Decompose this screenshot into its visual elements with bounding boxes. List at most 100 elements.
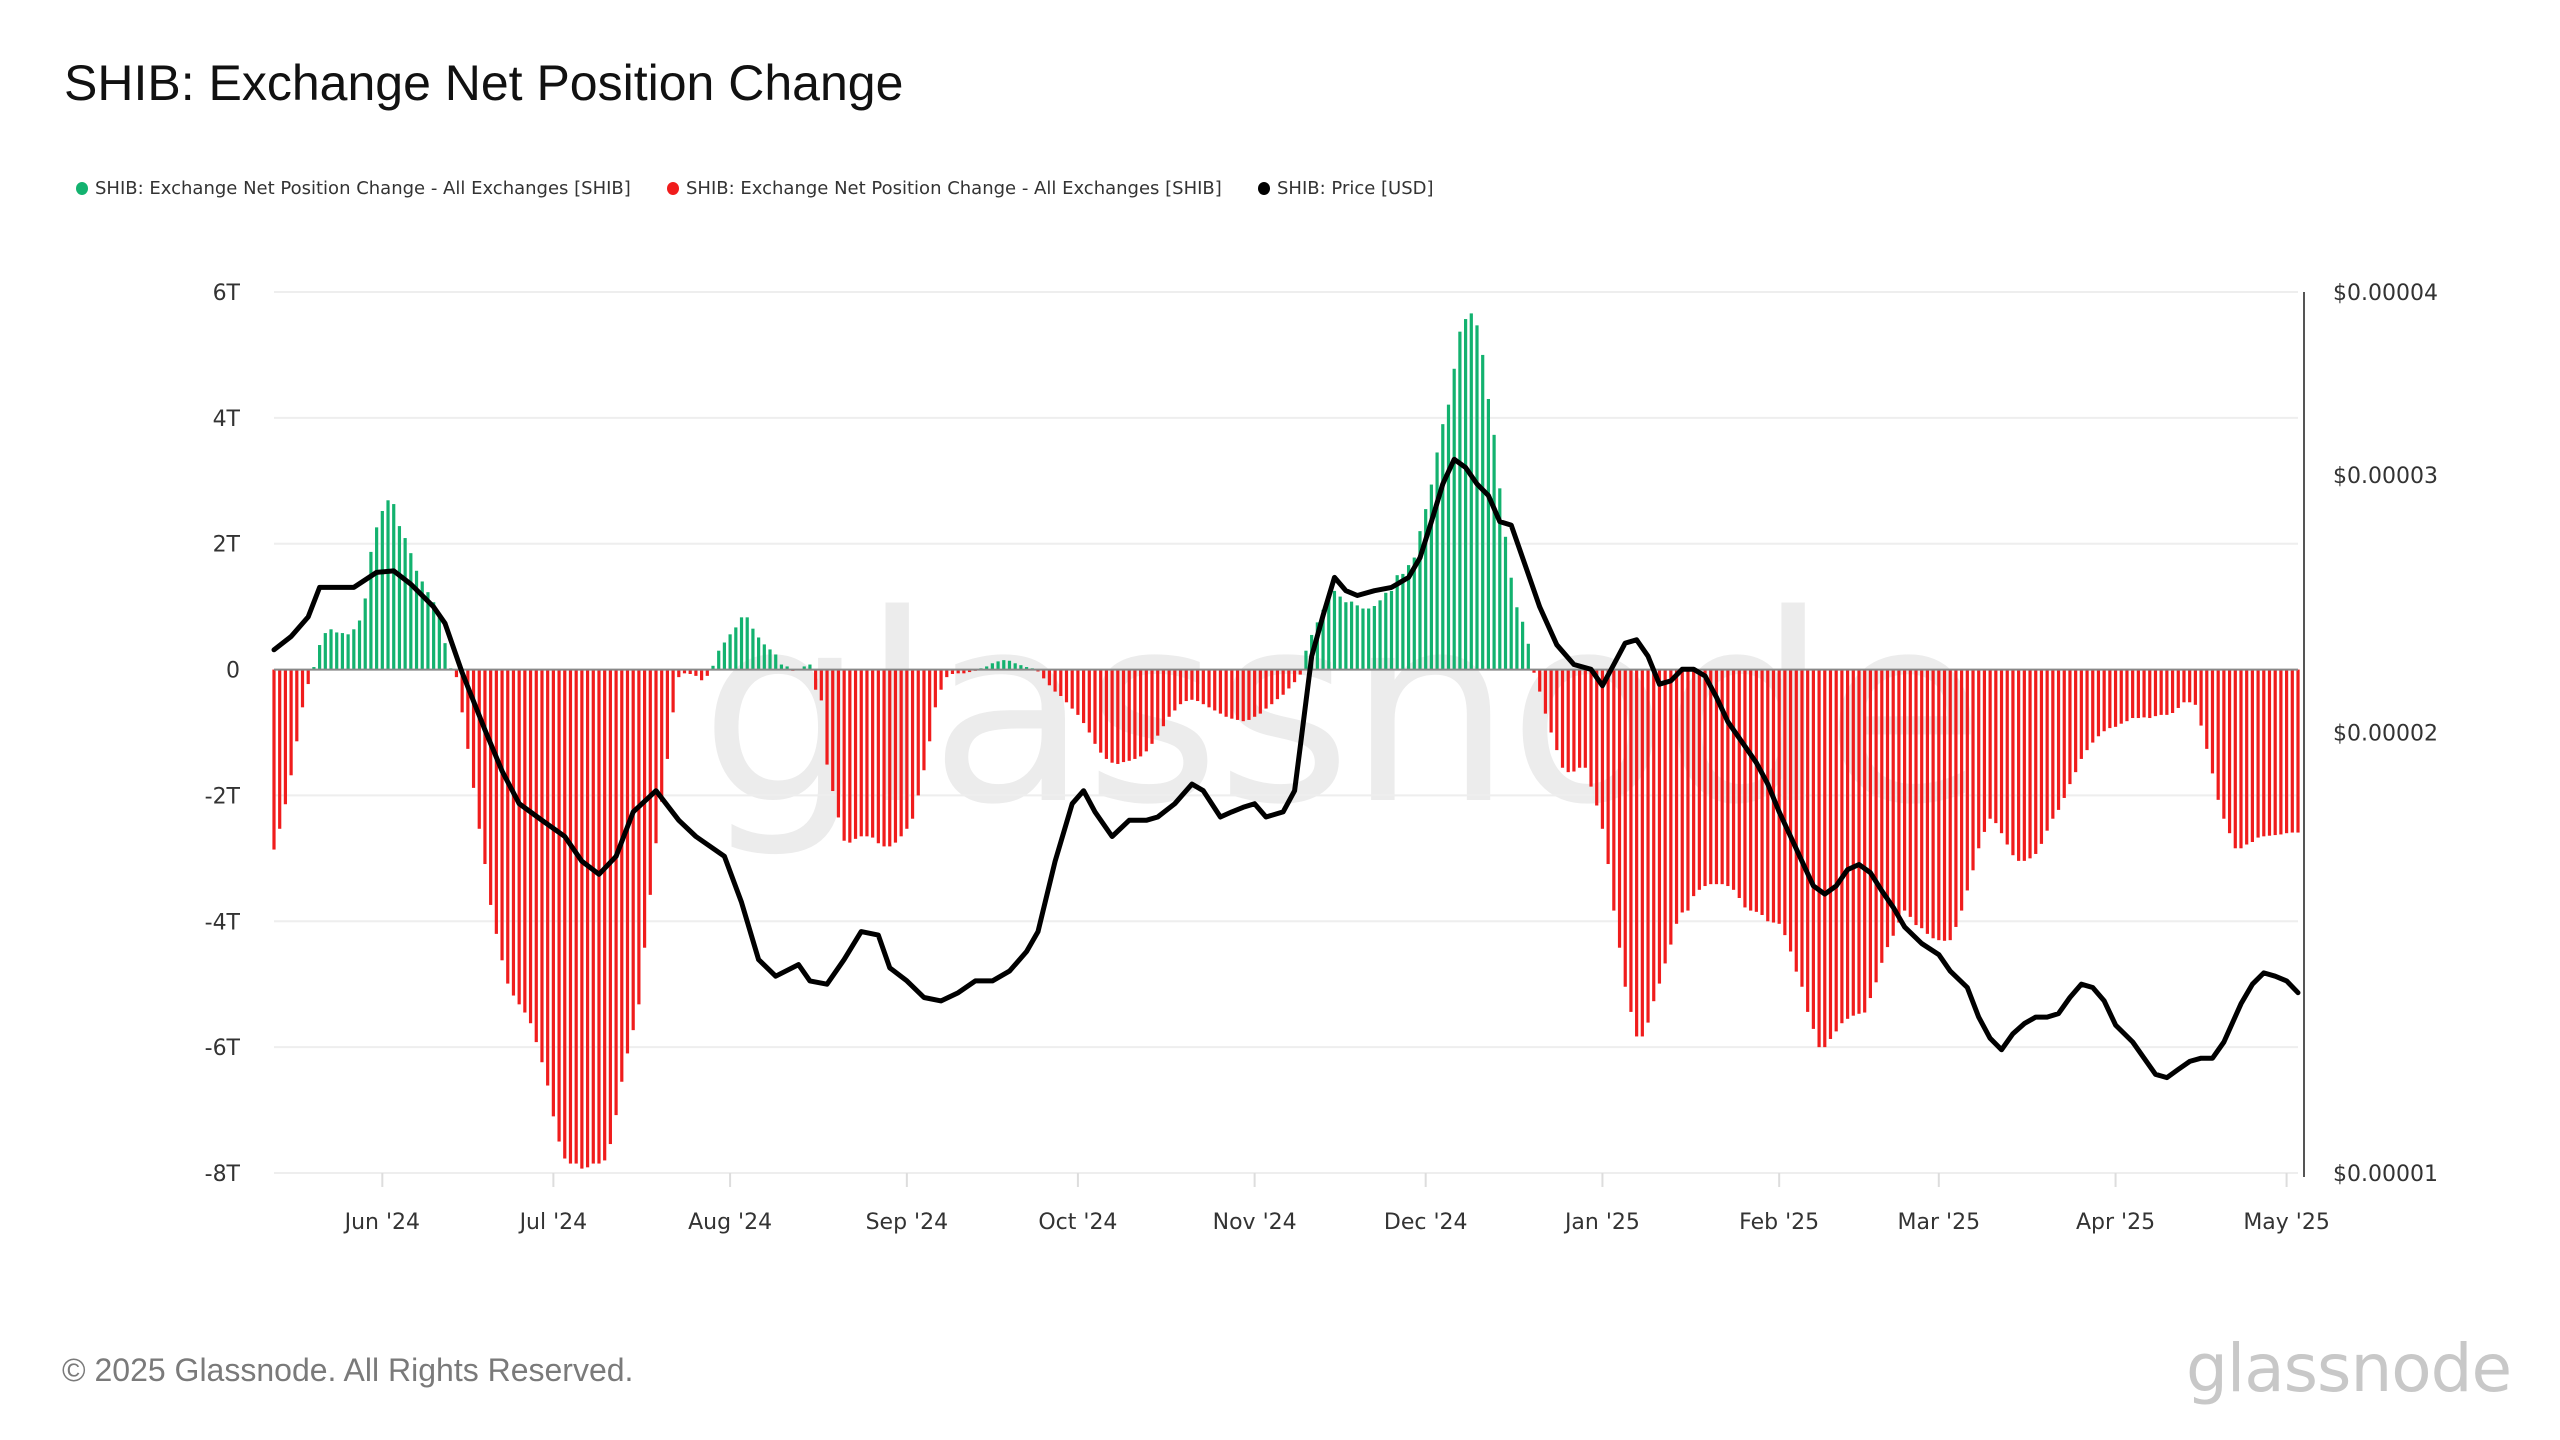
bar-negative (905, 669, 909, 829)
bar-negative (1908, 669, 1912, 917)
bar-positive (802, 666, 806, 670)
legend-item-price[interactable]: SHIB: Price [USD] (1258, 178, 1434, 199)
bar-negative (2205, 669, 2209, 749)
bar-negative (694, 669, 698, 676)
bar-negative (1173, 669, 1177, 711)
bar-negative (2056, 669, 2061, 810)
bar-positive (985, 666, 989, 670)
bar-negative (2045, 669, 2049, 831)
bar-negative (471, 669, 476, 788)
bar-negative (614, 669, 618, 1116)
bar-negative (1178, 669, 1183, 705)
bar-negative (933, 669, 937, 708)
y-left-tick-label: -8T (205, 1162, 241, 1187)
bar-positive (1024, 667, 1029, 670)
bar-negative (2193, 669, 2197, 705)
bar-negative (608, 669, 612, 1145)
bar-positive (1463, 319, 1468, 670)
copyright: © 2025 Glassnode. All Rights Reserved. (62, 1352, 634, 1388)
bar-positive (1315, 622, 1319, 670)
bar-negative (574, 669, 578, 1164)
legend-label: SHIB: Price [USD] (1277, 178, 1434, 199)
right-axis-ticks: $0.00004 $0.00003 $0.00002 $0.00001 (2333, 281, 2438, 1187)
bar-negative (819, 669, 823, 701)
bar-negative (1247, 669, 1251, 720)
bar-positive (1395, 575, 1399, 670)
bar-negative (1116, 669, 1120, 764)
bar-negative (1857, 669, 1861, 1014)
bar-negative (2113, 669, 2118, 727)
bar-negative (2290, 669, 2294, 833)
legend-dot-red-icon (667, 182, 679, 195)
bar-positive (380, 510, 384, 670)
bar-negative (1954, 669, 1958, 927)
bar-negative (603, 669, 607, 1161)
bar-negative (1042, 669, 1046, 679)
bar-negative (1674, 669, 1679, 924)
bar-positive (1019, 665, 1023, 670)
x-tick-label: Dec '24 (1384, 1210, 1468, 1235)
bar-positive (739, 617, 744, 670)
bar-negative (825, 669, 829, 765)
bar-negative (2096, 669, 2101, 737)
bar-negative (272, 669, 276, 850)
bar-positive (1321, 609, 1325, 670)
bar-negative (2273, 669, 2277, 836)
bar-negative (2039, 669, 2044, 844)
bar-negative (295, 669, 299, 742)
bar-negative (853, 669, 858, 839)
bar-negative (2188, 669, 2192, 703)
bar-negative (2170, 669, 2175, 713)
bar-positive (1486, 398, 1490, 670)
x-axis-ticks: Jun '24 Jul '24 Aug '24 Sep '24 Oct '24 Nov '… (343, 1173, 2330, 1235)
bar-negative (1167, 669, 1171, 717)
bar-positive (352, 629, 356, 670)
bar-negative (489, 669, 493, 905)
bar-negative (1184, 669, 1188, 702)
bar-negative (546, 669, 550, 1086)
y-left-tick-label: 4T (213, 407, 241, 432)
bar-positive (386, 500, 390, 670)
bar-negative (2216, 669, 2220, 800)
x-tick-label: Mar '25 (1898, 1210, 1981, 1235)
bar-negative (1566, 669, 1570, 773)
bar-positive (1515, 607, 1519, 670)
bar-negative (899, 669, 903, 837)
bar-negative (557, 669, 561, 1142)
bar-positive (1429, 484, 1433, 670)
bar-positive (1418, 531, 1422, 670)
bar-negative (2199, 669, 2203, 726)
bar-negative (1292, 669, 1297, 683)
bar-positive (1332, 590, 1337, 670)
bar-negative (2296, 669, 2300, 833)
bar-negative (2062, 669, 2066, 798)
bar-negative (1555, 669, 1559, 751)
bar-negative (1657, 669, 1662, 984)
bar-negative (1087, 669, 1091, 733)
legend-item-outflow[interactable]: SHIB: Exchange Net Position Change - All… (667, 178, 1222, 199)
bar-negative (1948, 669, 1952, 941)
bar-negative (2085, 669, 2089, 751)
bar-negative (1110, 669, 1114, 763)
x-tick-label: May '25 (2243, 1210, 2330, 1235)
bar-positive (329, 629, 333, 670)
y-right-tick-label: $0.00001 (2333, 1162, 2438, 1187)
bar-positive (1498, 488, 1502, 670)
bar-negative (1606, 669, 1610, 865)
bar-negative (2136, 669, 2140, 719)
legend-item-inflow[interactable]: SHIB: Exchange Net Position Change - All… (76, 178, 631, 199)
bar-negative (671, 669, 675, 713)
legend: SHIB: Exchange Net Position Change - All… (0, 178, 2560, 208)
bar-negative (2245, 669, 2249, 845)
bar-positive (745, 617, 749, 670)
bar-negative (1960, 669, 1964, 911)
bar-negative (2108, 669, 2112, 729)
bar-negative (1549, 669, 1553, 733)
bar-negative (1230, 669, 1234, 719)
bar-negative (2227, 669, 2232, 834)
bars (272, 313, 2300, 1169)
bar-negative (2011, 669, 2015, 856)
bar-positive (426, 592, 430, 670)
bar-positive (409, 553, 413, 670)
bar-negative (1851, 669, 1855, 1016)
